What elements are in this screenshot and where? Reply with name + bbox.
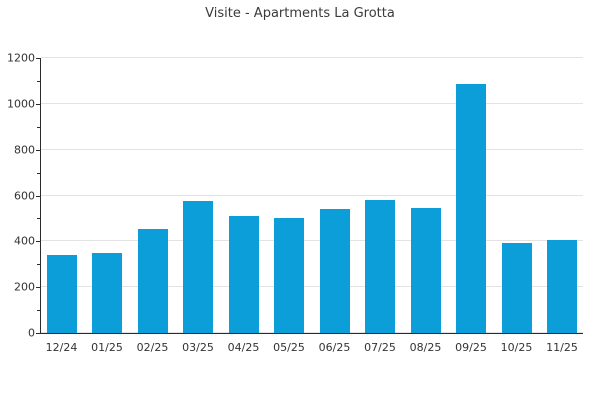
y-major-tick: [36, 58, 40, 59]
bar-12-24: [46, 255, 77, 333]
y-tick-label-600: 600: [14, 189, 35, 202]
bar-11-25: [547, 239, 577, 333]
y-minor-tick: [37, 264, 40, 266]
gridline-600: [41, 194, 583, 196]
y-minor-tick: [37, 126, 40, 128]
bar-05-25: [274, 218, 304, 333]
gridline-400: [41, 240, 583, 242]
y-axis-line: [40, 58, 41, 334]
gridline-800: [41, 148, 583, 150]
bar-01-25: [92, 252, 122, 333]
x-tick-label-10-25: 10/25: [500, 341, 533, 354]
chart-title: Visite - Apartments La Grotta: [205, 6, 395, 21]
bar-08-25: [410, 208, 441, 333]
gridline-1000: [41, 102, 583, 104]
y-major-tick: [36, 287, 40, 289]
bar-06-25: [319, 208, 350, 333]
x-tick-label-07-25: 07/25: [364, 341, 396, 354]
y-major-tick: [36, 149, 40, 151]
bar-10-25: [501, 243, 532, 333]
x-tick-label-01-25: 01/25: [91, 341, 123, 354]
plot-area: [41, 57, 583, 333]
y-major-tick: [36, 333, 40, 334]
x-tick-label-03-25: 03/25: [182, 341, 214, 354]
x-tick-label-04-25: 04/25: [227, 341, 260, 354]
x-tick-label-12-24: 12/24: [45, 341, 78, 354]
y-tick-label-1000: 1000: [7, 97, 35, 111]
y-tick-label-800: 800: [14, 143, 35, 157]
y-tick-label-200: 200: [14, 280, 35, 294]
gridline-200: [41, 286, 583, 288]
x-tick-label-08-25: 08/25: [409, 341, 442, 354]
bar-09-25: [456, 84, 486, 333]
x-tick-label-02-25: 02/25: [136, 341, 169, 354]
y-major-tick: [36, 195, 40, 197]
y-major-tick: [36, 103, 40, 105]
x-tick-label-09-25: 09/25: [455, 341, 487, 354]
x-tick-label-05-25: 05/25: [273, 341, 305, 354]
bar-03-25: [183, 200, 213, 333]
y-minor-tick: [37, 310, 40, 312]
y-major-tick: [36, 241, 40, 243]
x-axis-line: [40, 333, 583, 334]
x-tick-label-06-25: 06/25: [318, 341, 351, 354]
y-minor-tick: [37, 172, 40, 174]
x-tick-label-11-25: 11/25: [546, 341, 578, 354]
y-minor-tick: [37, 80, 40, 82]
bar-02-25: [137, 229, 168, 333]
y-tick-label-1200: 1200: [7, 51, 35, 65]
y-minor-tick: [37, 218, 40, 220]
gridline-1200: [41, 57, 583, 58]
y-tick-label-400: 400: [14, 234, 35, 248]
y-tick-label-0: 0: [28, 326, 35, 340]
bar-04-25: [228, 216, 259, 333]
bar-07-25: [365, 200, 395, 333]
gridline-0: [41, 332, 583, 333]
